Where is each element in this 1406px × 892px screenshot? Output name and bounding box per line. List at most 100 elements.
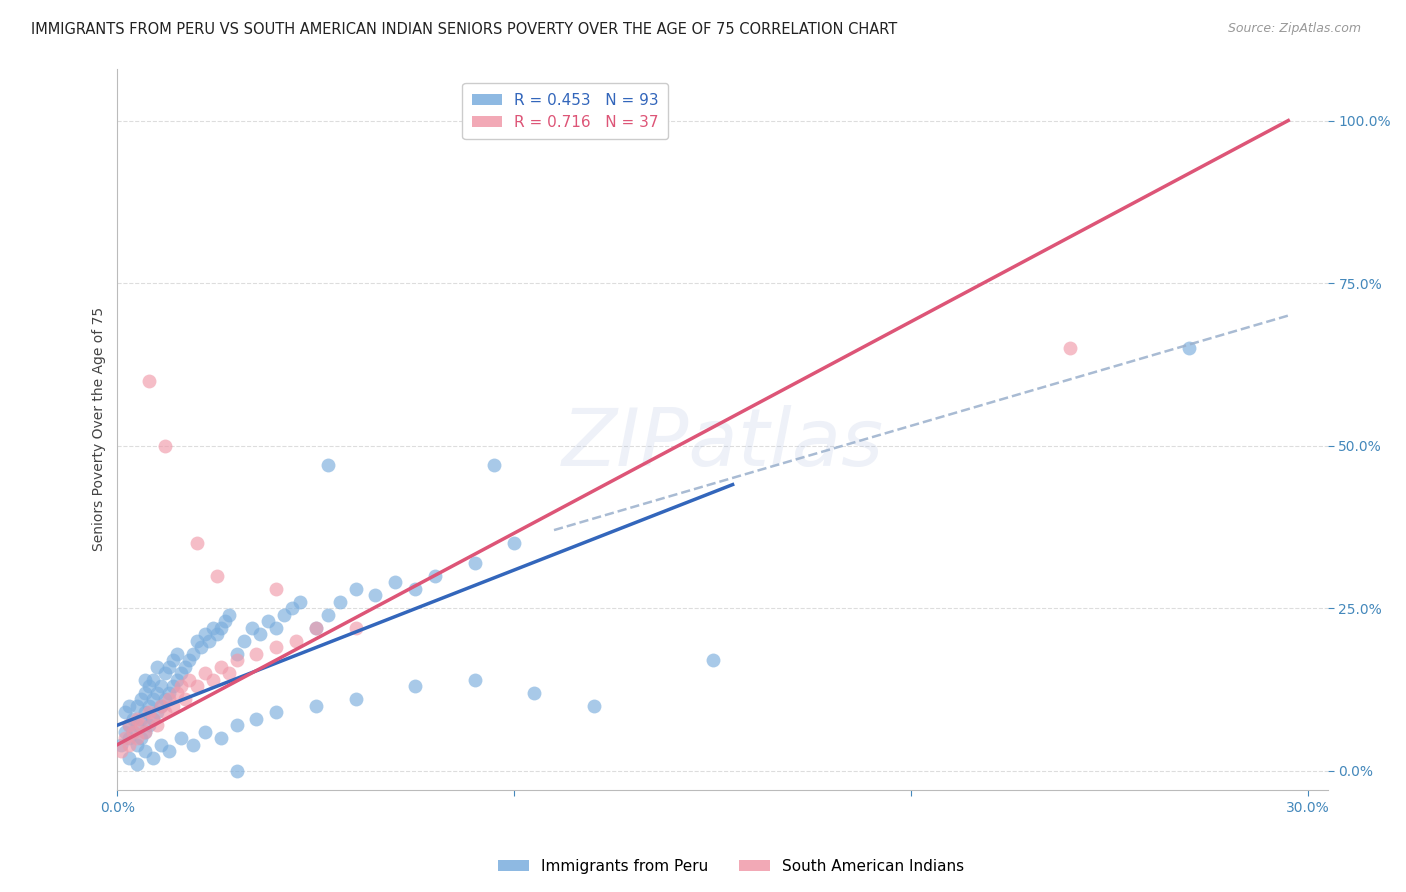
Point xyxy=(138,705,160,719)
Point xyxy=(134,685,156,699)
Point xyxy=(404,582,426,596)
Point xyxy=(110,738,132,752)
Point xyxy=(305,698,328,713)
Point xyxy=(305,621,328,635)
Point xyxy=(245,647,267,661)
Point xyxy=(194,724,217,739)
Point xyxy=(138,698,160,713)
Point xyxy=(118,718,141,732)
Point xyxy=(129,692,152,706)
Point xyxy=(153,439,176,453)
Point xyxy=(150,698,173,713)
Point xyxy=(181,738,204,752)
Point xyxy=(257,614,280,628)
Point xyxy=(170,679,193,693)
Point xyxy=(174,659,197,673)
Point xyxy=(285,633,308,648)
Point xyxy=(157,744,180,758)
Point xyxy=(138,374,160,388)
Point xyxy=(170,731,193,746)
Point xyxy=(166,673,188,687)
Point xyxy=(134,724,156,739)
Point xyxy=(134,673,156,687)
Point xyxy=(404,679,426,693)
Point xyxy=(201,673,224,687)
Point xyxy=(1059,341,1081,355)
Point xyxy=(118,750,141,764)
Point xyxy=(329,594,352,608)
Point xyxy=(166,647,188,661)
Point xyxy=(127,731,149,746)
Legend: Immigrants from Peru, South American Indians: Immigrants from Peru, South American Ind… xyxy=(492,853,970,880)
Point xyxy=(423,568,446,582)
Point xyxy=(205,568,228,582)
Point xyxy=(150,738,173,752)
Point xyxy=(142,750,165,764)
Point xyxy=(166,685,188,699)
Point xyxy=(142,712,165,726)
Point xyxy=(186,633,208,648)
Point xyxy=(146,705,169,719)
Point xyxy=(138,679,160,693)
Point xyxy=(503,536,526,550)
Point xyxy=(153,666,176,681)
Point xyxy=(194,627,217,641)
Point xyxy=(209,621,232,635)
Text: IMMIGRANTS FROM PERU VS SOUTH AMERICAN INDIAN SENIORS POVERTY OVER THE AGE OF 75: IMMIGRANTS FROM PERU VS SOUTH AMERICAN I… xyxy=(31,22,897,37)
Point xyxy=(122,724,145,739)
Point xyxy=(110,744,132,758)
Point xyxy=(201,621,224,635)
Point xyxy=(316,458,339,472)
Point xyxy=(157,659,180,673)
Text: Source: ZipAtlas.com: Source: ZipAtlas.com xyxy=(1227,22,1361,36)
Point xyxy=(218,666,240,681)
Point xyxy=(186,536,208,550)
Point xyxy=(134,705,156,719)
Y-axis label: Seniors Poverty Over the Age of 75: Seniors Poverty Over the Age of 75 xyxy=(93,307,107,551)
Point xyxy=(153,705,176,719)
Point xyxy=(242,621,264,635)
Point xyxy=(264,640,287,654)
Point xyxy=(150,698,173,713)
Point xyxy=(523,685,546,699)
Point xyxy=(344,692,367,706)
Point xyxy=(153,692,176,706)
Point xyxy=(150,679,173,693)
Point xyxy=(142,673,165,687)
Point xyxy=(384,575,406,590)
Point xyxy=(114,724,136,739)
Point xyxy=(142,692,165,706)
Point xyxy=(122,724,145,739)
Point xyxy=(364,588,387,602)
Point xyxy=(118,698,141,713)
Point xyxy=(114,705,136,719)
Point xyxy=(129,712,152,726)
Point xyxy=(316,607,339,622)
Point xyxy=(134,724,156,739)
Point xyxy=(127,738,149,752)
Point xyxy=(190,640,212,654)
Point xyxy=(127,712,149,726)
Point xyxy=(218,607,240,622)
Point xyxy=(225,647,247,661)
Point xyxy=(582,698,605,713)
Point xyxy=(162,698,184,713)
Point xyxy=(484,458,506,472)
Point xyxy=(249,627,271,641)
Point xyxy=(194,666,217,681)
Point xyxy=(702,653,724,667)
Point xyxy=(464,556,486,570)
Point xyxy=(122,712,145,726)
Point xyxy=(288,594,311,608)
Point xyxy=(162,653,184,667)
Point xyxy=(134,744,156,758)
Point xyxy=(281,601,304,615)
Point xyxy=(344,621,367,635)
Point xyxy=(174,692,197,706)
Point xyxy=(233,633,256,648)
Point xyxy=(1178,341,1201,355)
Point xyxy=(464,673,486,687)
Point xyxy=(225,718,247,732)
Point xyxy=(264,621,287,635)
Point xyxy=(209,659,232,673)
